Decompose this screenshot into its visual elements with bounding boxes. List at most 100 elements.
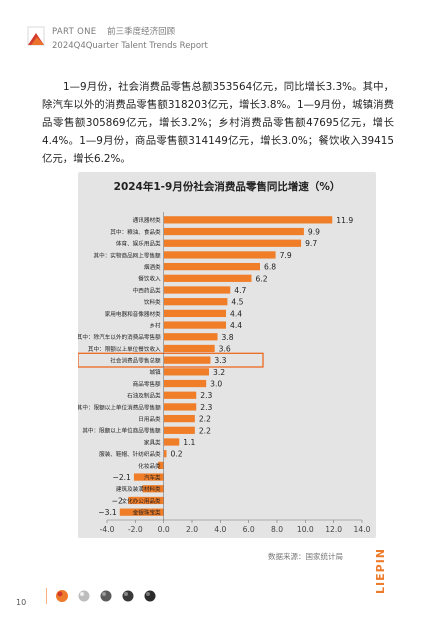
category-label: 建筑及装潢材料类 [116,485,161,493]
dark-sphere-icon [100,590,112,602]
bar [163,426,195,434]
bar [163,251,276,259]
category-label: 化妆品类 [138,462,161,470]
value-label: 3.8 [222,333,234,342]
report-logo-icon [27,26,45,46]
bar [163,414,195,423]
brand-text: LIEPIN [374,548,387,594]
page-number: 10 [16,598,27,607]
category-label: 日用品类 [138,415,161,423]
value-label: 2.3 [200,391,212,400]
value-label: 3.2 [213,368,225,377]
category-label: 金银珠宝类 [133,509,161,517]
x-tick-label: 10.0 [297,525,314,534]
value-label: 2.3 [200,403,212,412]
value-label: 6.8 [264,263,276,272]
category-label: 社会消费品零售总额 [110,357,161,365]
bar [163,344,215,353]
value-label: 1.1 [183,438,195,447]
report-title: 2024Q4Quarter Talent Trends Report [52,41,208,51]
bar [163,274,252,282]
bar [163,403,197,411]
bar [163,239,302,247]
bar [119,508,164,516]
category-label: 其中：限额以上单位商品零售额 [82,427,161,435]
bar [142,485,164,493]
x-tick-label: -4.0 [100,525,115,534]
bar [163,368,209,376]
value-label: 0.2 [171,450,183,459]
intro-paragraph: 1—9月份，社会消费品零售总额353564亿元，同比增长3.3%。其中，除汽车以… [42,78,394,168]
bar [163,286,231,294]
value-label: 2.2 [199,415,211,424]
x-tick-label: 0.0 [158,525,170,534]
highlight-box [78,352,264,368]
value-label: 4.4 [230,321,242,330]
data-source: 数据来源：国家统计局 [268,552,343,561]
value-label: 11.9 [336,216,353,225]
x-tick-label: 2.0 [186,525,198,534]
value-label: 3.3 [214,356,226,365]
bar [163,379,207,388]
brand-logo: LIEPIN [374,548,390,610]
bar [163,227,304,236]
category-label: 通讯器材类 [133,216,161,224]
value-label: −3.1 [98,508,117,517]
category-label: 其中：除汽车以外的消费品零售额 [78,333,161,341]
bar [158,461,164,470]
chart-card: 2024年1-9月份社会消费品零售同比增速（%） 通讯器材类 11.9 其中：粮油、食… [78,172,376,538]
category-label: 其中：限额以上单位消费品零售额 [78,403,161,411]
value-label: 4.4 [230,309,242,318]
bar [163,391,197,399]
category-label: 石油及制品类 [127,392,161,400]
value-label: 7.9 [280,251,292,260]
value-label: 9.7 [305,239,317,248]
x-tick-label: -2.0 [128,525,143,534]
value-label: −2.1 [112,473,131,482]
category-label: 其中：限额以上单位餐饮收入 [88,345,161,353]
value-label: −2. [112,496,126,505]
value-label: 2.2 [199,426,211,435]
category-label: 中西药品类 [133,286,161,294]
x-tick-label: 8.0 [271,525,283,534]
category-label: 商品零售额 [133,380,161,388]
category-label: 服装、鞋帽、针纺织品类 [99,450,161,458]
x-tick-label: 6.0 [243,525,255,534]
bar [163,450,167,458]
category-label: 汽车类 [144,473,161,481]
bar [163,438,180,446]
bar [163,333,218,341]
chart-title: 2024年1-9月份社会消费品零售同比增速（%） [114,180,341,193]
x-tick-label: 14.0 [354,525,371,534]
bar [163,298,228,306]
orange-sphere-icon [56,590,68,602]
footer-icon-row [46,588,156,604]
black-sphere-icon [122,590,134,602]
intro-text: 1—9月份，社会消费品零售总额353564亿元，同比增长3.3%。其中，除汽车以… [42,81,394,165]
category-label: 家具类 [144,438,161,446]
bar [163,216,333,224]
retail-growth-bar-chart: 2024年1-9月份社会消费品零售同比增速（%） 通讯器材类 11.9 其中：粮油、食… [78,180,371,534]
black-sphere-icon [144,590,156,602]
value-label: 3.0 [210,380,222,389]
header-section-label: PART ONE 前三季度经济回顾 [52,25,175,37]
x-tick-label: 12.0 [325,525,342,534]
header-subtitle: 前三季度经济回顾 [107,27,176,37]
category-label: 家用电器和音像器材类 [105,310,161,318]
bar [163,309,226,318]
category-label: 体育、娱乐用品类 [116,240,161,248]
gray-sphere-icon [78,590,90,602]
category-label: 城镇 [149,368,161,376]
category-label: 餐饮收入 [138,275,161,283]
bar [133,473,164,481]
value-label: 6.2 [256,274,268,283]
category-label: 乡村 [149,321,161,329]
bar [163,356,211,364]
value-label: 4.5 [231,298,243,307]
category-label: 文化办公用品类 [121,497,161,505]
category-label: 其中：粮油、食品类 [110,228,161,236]
x-tick-label: 4.0 [214,525,226,534]
bar [128,496,164,505]
category-label: 其中：实物商品网上零售额 [94,251,162,259]
category-label: 饮料类 [144,298,161,306]
